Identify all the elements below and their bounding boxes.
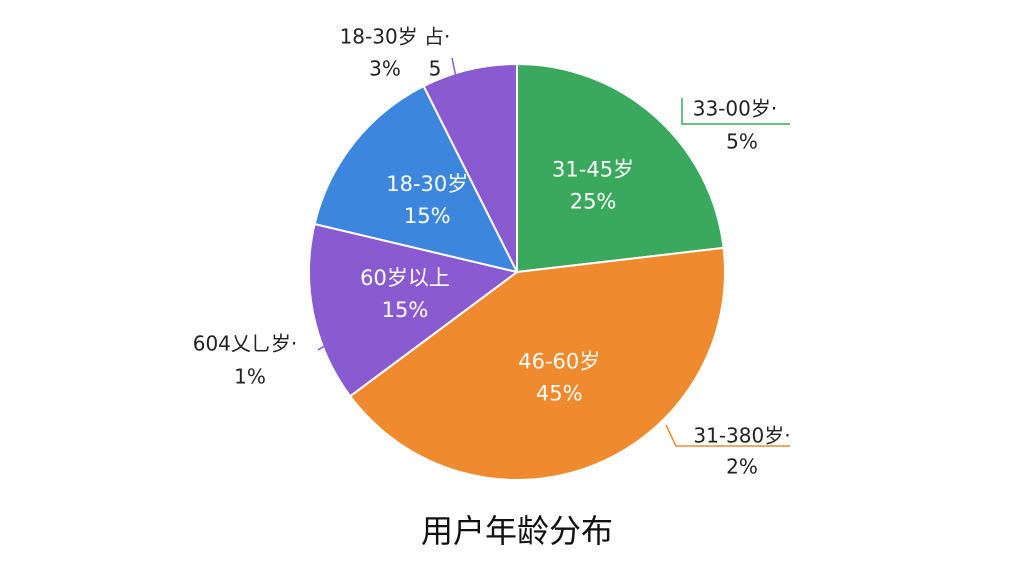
callout-text: 5% (726, 130, 758, 154)
chart-title: 用户年龄分布 (421, 512, 613, 550)
pie-slice (348, 246, 726, 481)
slice-value: 25% (570, 190, 617, 214)
slice-label: 18-30岁 (386, 172, 468, 196)
callout-text: 5 (429, 57, 442, 81)
slice-label: 60岁以上 (360, 266, 450, 290)
callout-text: 18-30岁 占· (340, 25, 451, 49)
callout-line (681, 98, 790, 125)
slice-value: 45% (536, 381, 583, 405)
slice-label: 46-60岁 (518, 349, 600, 373)
callout-text: 2% (726, 455, 758, 479)
callout-text: 3% (369, 57, 401, 81)
callout-line (317, 344, 327, 351)
callout-line (665, 424, 790, 447)
callout-line (451, 57, 458, 83)
pie-slice (308, 222, 520, 398)
callout-text: 1% (234, 365, 266, 389)
pie-slice (516, 62, 725, 274)
slice-label: 31-45岁 (552, 158, 634, 182)
callout-text: 33-00岁· (693, 97, 777, 121)
pie-slice (422, 62, 518, 273)
callout-text: 31-380岁· (693, 424, 790, 448)
slice-value: 15% (382, 298, 429, 322)
pie-slice (313, 84, 519, 274)
slice-value: 15% (404, 204, 451, 228)
callout-text: 604乂乚岁· (193, 332, 298, 356)
